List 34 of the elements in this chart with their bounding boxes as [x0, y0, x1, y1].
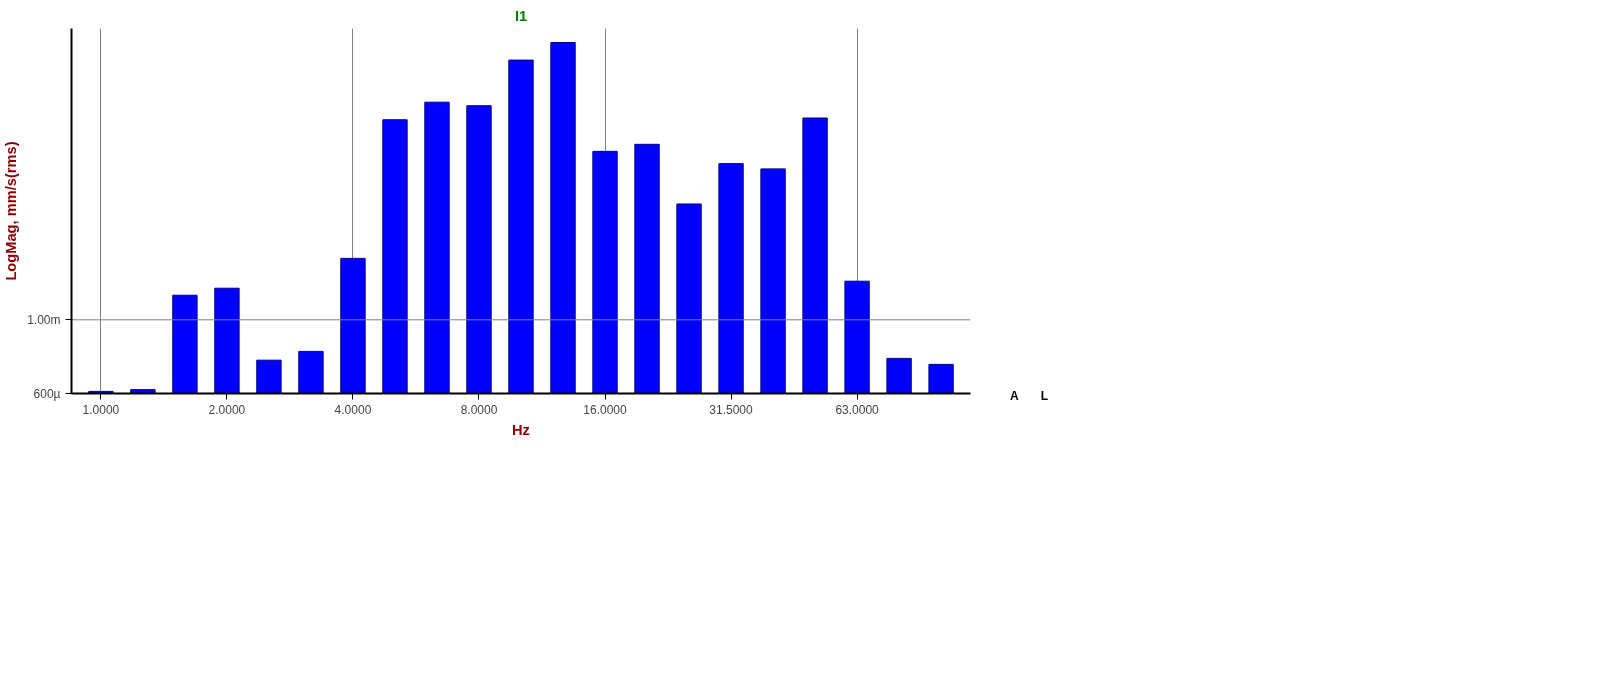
bar: [130, 389, 156, 394]
text: A: [1010, 389, 1019, 403]
bar: [676, 203, 702, 394]
bar: [592, 150, 618, 394]
x-tick-label: 1.0000: [82, 402, 120, 417]
text: L: [1040, 389, 1049, 403]
bar: [886, 357, 912, 394]
x-tick-label: 2.0000: [208, 402, 246, 417]
bar: [466, 105, 492, 394]
x-tick-label: 8.0000: [460, 402, 498, 417]
bar: [382, 119, 408, 394]
bar: [214, 287, 240, 394]
x-tick-label: 31.5000: [709, 402, 754, 417]
bar: [550, 42, 576, 394]
bar: [760, 168, 786, 394]
x-tick-label: 16.0000: [583, 402, 628, 417]
bar: [802, 117, 828, 394]
chart-title: I1: [514, 7, 528, 24]
bar: [340, 257, 366, 394]
ref-line-label: 1.00m: [27, 312, 61, 327]
x-tick-label: 4.0000: [334, 402, 372, 417]
y-axis-title: LogMag, mm/s(rms): [3, 141, 20, 281]
bar: [634, 143, 660, 394]
bar: [256, 359, 282, 394]
bar: [172, 294, 198, 394]
bar: [508, 59, 534, 394]
x-tick-label: 63.0000: [835, 402, 880, 417]
x-axis-title: Hz: [512, 421, 530, 438]
bar: [928, 363, 954, 394]
bar: [424, 101, 450, 394]
bar: [298, 350, 324, 394]
bar: [844, 280, 870, 394]
text: 600µ: [33, 386, 61, 401]
bar: [718, 163, 744, 394]
